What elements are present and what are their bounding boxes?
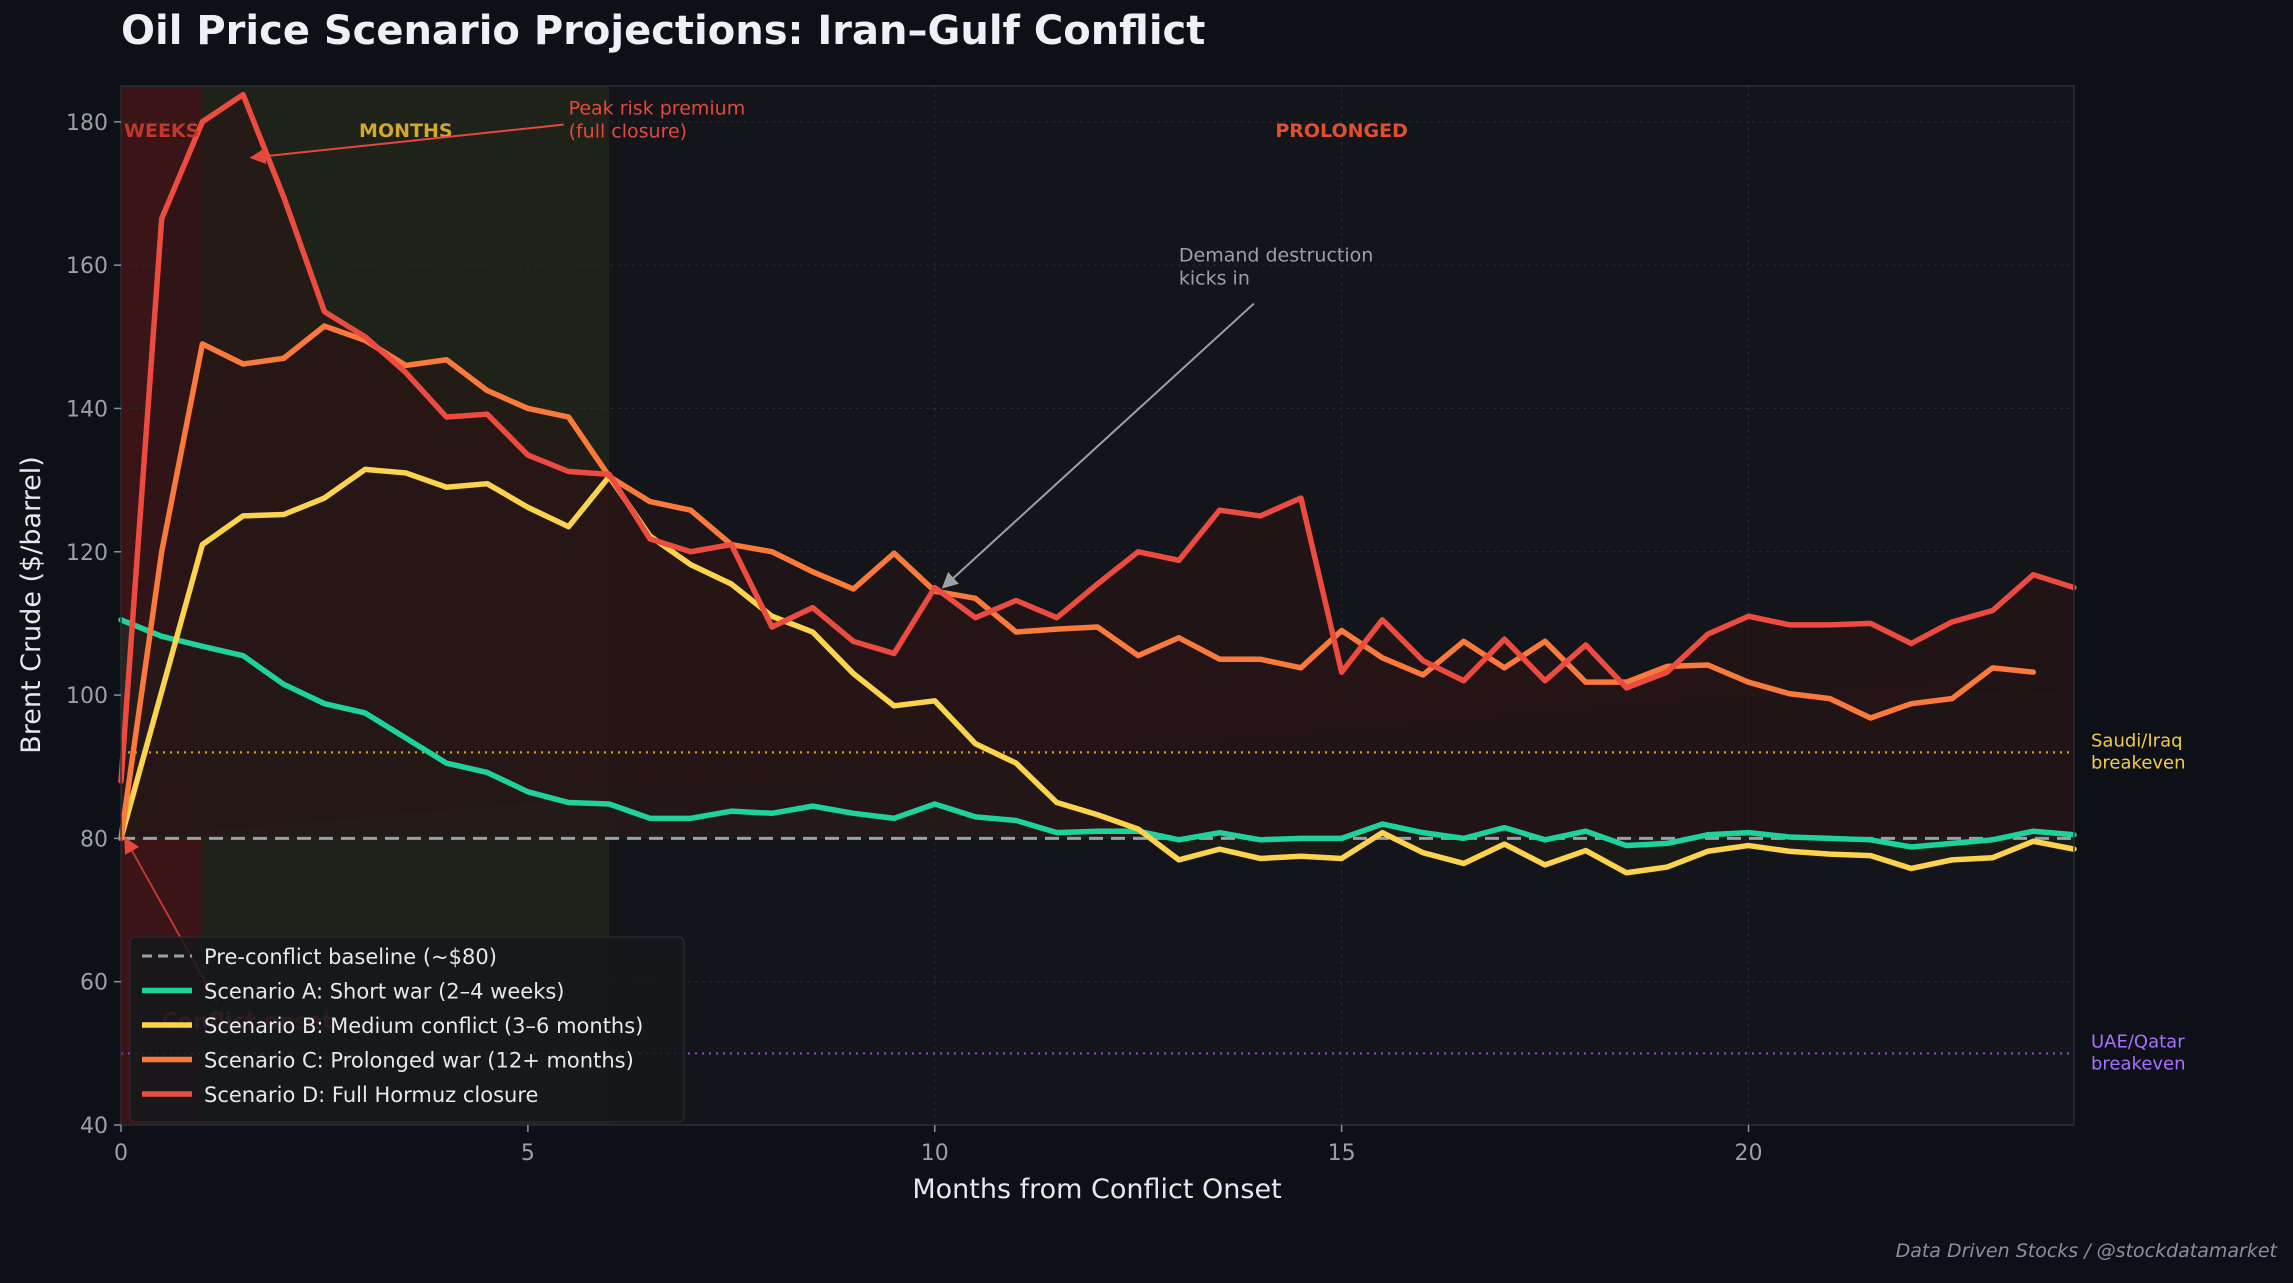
- series-lines: [118, 91, 2077, 876]
- y-tick-label: 160: [66, 254, 108, 279]
- phase-label: PROLONGED: [1275, 120, 1408, 142]
- y-tick-label: 180: [66, 111, 108, 136]
- reference-label: breakeven: [2091, 752, 2186, 773]
- series-fill-4: [121, 94, 2074, 839]
- phase-label: WEEKS: [124, 120, 199, 142]
- annotation-arrow: [941, 302, 1255, 589]
- reference-label: Saudi/Iraq: [2091, 730, 2183, 751]
- legend-entry: Scenario D: Full Hormuz closure: [204, 1083, 538, 1107]
- y-tick-label: 120: [66, 541, 108, 566]
- x-tick-label: 0: [114, 1141, 128, 1166]
- legend-entry: Scenario B: Medium conflict (3–6 months): [204, 1014, 643, 1038]
- series-line-1: [118, 617, 2077, 850]
- x-tick-label: 15: [1328, 1141, 1356, 1166]
- series-line-2: [118, 466, 2077, 876]
- annotation-text: Demand destruction: [1179, 245, 1373, 267]
- axes: 0 5 10 15 20 40 60 80 100 120 140 160 180: [66, 111, 1763, 1166]
- annotation-text: kicks in: [1179, 268, 1250, 290]
- x-tick-label: 10: [921, 1141, 949, 1166]
- y-tick-label: 100: [66, 684, 108, 709]
- y-tick-label: 80: [80, 827, 108, 852]
- series-fills: [121, 94, 2074, 873]
- legend: Pre-conflict baseline (~$80) Scenario A: …: [129, 936, 685, 1123]
- reference-label: UAE/Qatar: [2091, 1031, 2185, 1052]
- legend-box: [129, 936, 685, 1123]
- x-axis-label: Months from Conflict Onset: [912, 1174, 1281, 1205]
- credit-text: Data Driven Stocks / @stockdatamarket: [1895, 1240, 2277, 1262]
- series-line-4: [118, 91, 2077, 784]
- x-tick-label: 20: [1735, 1141, 1763, 1166]
- legend-entry: Scenario C: Prolonged war (12+ months): [204, 1049, 634, 1073]
- legend-entry: Pre-conflict baseline (~$80): [204, 945, 497, 969]
- annotation-text: Peak risk premium: [569, 98, 746, 120]
- y-tick-label: 140: [66, 397, 108, 422]
- x-tick-label: 5: [521, 1141, 535, 1166]
- y-tick-label: 60: [80, 971, 108, 996]
- phase-labels: WEEKS MONTHS PROLONGED: [124, 120, 1408, 142]
- plot-frame: [120, 85, 2075, 1126]
- y-axis-label: Brent Crude ($/barrel): [16, 456, 47, 754]
- legend-entry: Scenario A: Short war (2–4 weeks): [204, 980, 565, 1004]
- phase-label: MONTHS: [359, 120, 453, 142]
- reference-label: breakeven: [2091, 1053, 2186, 1074]
- chart-title: Oil Price Scenario Projections: Iran–Gul…: [121, 8, 1206, 54]
- annotation-text: (full closure): [569, 121, 688, 143]
- y-tick-label: 40: [80, 1114, 108, 1139]
- annotation-arrow: [249, 123, 564, 165]
- series-line-3: [118, 323, 2037, 842]
